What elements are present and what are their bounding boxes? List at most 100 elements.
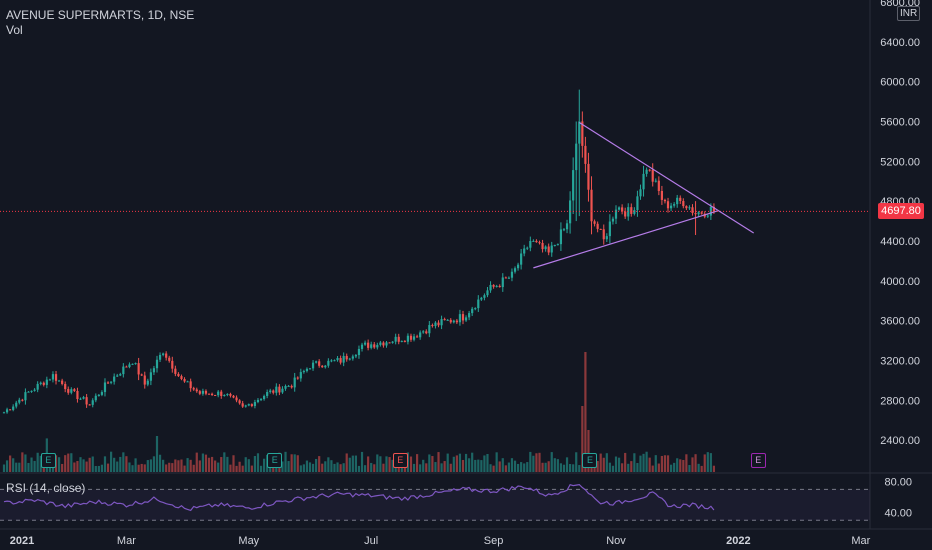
candle-body <box>91 400 94 405</box>
volume-bar <box>412 463 416 472</box>
volume-bar <box>406 452 410 472</box>
volume-bar <box>134 458 137 472</box>
candle-body <box>587 163 590 190</box>
volume-bar <box>311 463 315 472</box>
volume-bar <box>36 452 39 472</box>
candle-body <box>324 365 327 368</box>
candle-body <box>54 374 58 381</box>
volume-bar <box>663 455 667 472</box>
price-tick-label: 4000.00 <box>880 276 920 288</box>
candle-body <box>431 325 434 327</box>
candle-body <box>419 332 422 338</box>
volume-bar <box>168 462 171 472</box>
volume-bar <box>529 451 532 472</box>
volume-bar <box>630 461 633 472</box>
candle-body <box>195 389 198 392</box>
volume-bar <box>617 457 621 472</box>
volume-bar <box>645 451 648 472</box>
volume-bar <box>498 461 501 472</box>
volume-bars <box>2 352 716 472</box>
candle-body <box>654 180 657 182</box>
volume-bar <box>422 459 425 472</box>
candle-body <box>88 404 91 406</box>
candle-body <box>412 336 416 340</box>
volume-bar <box>299 465 302 472</box>
volume-bar <box>673 462 676 472</box>
candle-body <box>535 240 538 243</box>
trendline <box>533 210 718 269</box>
volume-bar <box>520 462 523 472</box>
volume-bar <box>324 461 327 472</box>
candle-body <box>614 209 618 219</box>
volume-bar <box>446 453 449 472</box>
volume-bar <box>229 464 232 472</box>
volume-bar <box>526 462 529 472</box>
volume-bar <box>201 453 204 472</box>
volume-bar <box>119 456 122 472</box>
candle-body <box>532 240 535 242</box>
volume-bar <box>633 453 636 472</box>
candle-body <box>584 145 587 164</box>
candle-body <box>507 277 510 279</box>
candle-body <box>79 398 82 400</box>
candle-body <box>5 409 9 413</box>
candle-body <box>357 348 361 356</box>
volume-bar <box>651 465 654 472</box>
volume-bar <box>565 457 569 472</box>
volume-bar <box>682 459 685 472</box>
volume-bar <box>544 462 547 472</box>
volume-bar <box>486 454 489 472</box>
volume-bar <box>131 465 134 472</box>
price-tick-label: 5200.00 <box>880 156 920 168</box>
candle-body <box>578 121 581 144</box>
candle-body <box>30 390 33 392</box>
volume-bar <box>706 452 709 472</box>
volume-bar <box>627 463 630 472</box>
volume-bar <box>51 464 55 472</box>
candle-body <box>694 213 697 215</box>
volume-bar <box>492 465 495 472</box>
candle-body <box>526 247 529 249</box>
time-tick-label: Mar <box>851 535 870 547</box>
earnings-marker[interactable]: E <box>40 453 56 468</box>
candle-body <box>697 212 700 215</box>
volume-bar <box>308 462 312 472</box>
earnings-marker[interactable]: E <box>392 453 408 468</box>
volume-bar <box>330 460 333 472</box>
volume-bar <box>296 455 299 472</box>
volume-bar <box>694 454 697 472</box>
candle-body <box>581 121 584 146</box>
volume-bar <box>477 459 480 472</box>
volume-bar <box>315 458 318 472</box>
candle-body <box>565 223 569 230</box>
candle-body <box>149 372 152 381</box>
candle-body <box>385 342 388 346</box>
candle-body <box>556 244 559 246</box>
candle-body <box>562 229 566 231</box>
candle-body <box>354 355 357 357</box>
candle-body <box>373 344 376 348</box>
volume-bar <box>587 430 590 472</box>
volume-bar <box>210 456 214 472</box>
trendline <box>578 121 755 234</box>
volume-bar <box>290 454 293 472</box>
candle-body <box>541 242 544 250</box>
volume-bar <box>501 458 504 472</box>
earnings-marker[interactable]: E <box>582 453 598 468</box>
volume-bar <box>639 455 642 472</box>
volume-bar <box>183 465 186 472</box>
volume-bar <box>5 460 9 472</box>
volume-bar <box>61 463 64 472</box>
candle-body <box>229 393 232 396</box>
candle-body <box>272 390 275 393</box>
candle-body <box>198 391 201 394</box>
earnings-marker[interactable]: E <box>267 453 283 468</box>
volume-bar <box>158 454 162 472</box>
currency-badge[interactable]: INR <box>897 6 921 21</box>
earnings-marker[interactable]: E <box>750 453 766 468</box>
candle-body <box>688 207 691 209</box>
volume-bar <box>611 465 615 472</box>
candle-body <box>158 354 162 360</box>
volume-bar <box>143 464 146 472</box>
